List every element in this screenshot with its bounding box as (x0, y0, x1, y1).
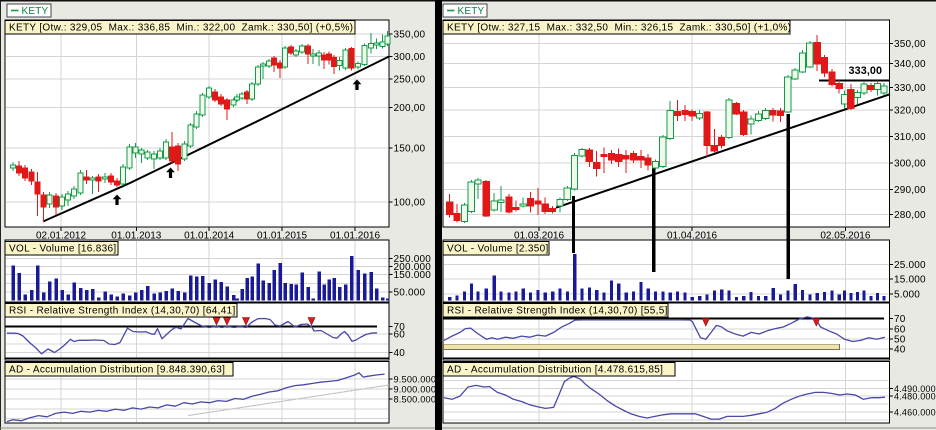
svg-text:RSI - Relative Strength Index: RSI - Relative Strength Index (14,30,70)… (9, 305, 236, 316)
svg-text:9.000.000: 9.000.000 (394, 384, 437, 394)
svg-text:01.01.2015: 01.01.2015 (257, 231, 307, 242)
svg-text:4.460.000: 4.460.000 (894, 408, 936, 418)
svg-text:25.000: 25.000 (894, 260, 926, 271)
svg-text:15.000: 15.000 (894, 274, 926, 285)
svg-text:200.000: 200.000 (394, 262, 432, 273)
svg-text:330,00: 330,00 (894, 83, 926, 94)
svg-text:300,00: 300,00 (394, 52, 426, 63)
svg-text:02.05.2016: 02.05.2016 (820, 231, 870, 242)
svg-text:250.000: 250.000 (394, 254, 432, 265)
svg-text:01.01.2013: 01.01.2013 (111, 231, 161, 242)
svg-text:VOL - Volume [2.350]: VOL - Volume [2.350] (447, 243, 549, 254)
svg-text:350,00: 350,00 (894, 39, 926, 50)
svg-text:4.490.000: 4.490.000 (894, 384, 936, 394)
svg-text:290,00: 290,00 (894, 185, 926, 196)
svg-text:KETY: KETY (458, 6, 485, 17)
svg-text:AD - Accumulation Distribution: AD - Accumulation Distribution [4.478.61… (447, 364, 663, 375)
svg-text:50: 50 (894, 335, 906, 346)
svg-text:AD - Accumulation Distribution: AD - Accumulation Distribution [9.848.39… (9, 364, 225, 375)
svg-text:250,00: 250,00 (394, 74, 426, 85)
svg-text:300,00: 300,00 (894, 159, 926, 170)
svg-text:70: 70 (894, 314, 906, 325)
svg-text:60: 60 (394, 330, 406, 341)
svg-text:50.000: 50.000 (394, 288, 426, 299)
svg-text:KETY [Otw.: 329,05 Max.: 336,: KETY [Otw.: 329,05 Max.: 336,85 Min.: 32… (9, 22, 353, 33)
svg-text:310,00: 310,00 (894, 132, 926, 143)
svg-text:8.500.000: 8.500.000 (394, 395, 437, 405)
svg-text:02.01.2012: 02.01.2012 (36, 231, 86, 242)
svg-text:350,00: 350,00 (394, 29, 426, 40)
svg-text:40: 40 (894, 345, 906, 356)
svg-text:KETY: KETY (22, 6, 49, 17)
svg-text:70: 70 (394, 322, 406, 333)
svg-text:340,00: 340,00 (894, 59, 926, 70)
svg-text:280,00: 280,00 (894, 210, 926, 221)
svg-text:150.000: 150.000 (394, 270, 432, 281)
svg-text:4.480.000: 4.480.000 (894, 392, 936, 402)
svg-text:5.000: 5.000 (894, 290, 920, 301)
svg-text:100,00: 100,00 (394, 197, 426, 208)
svg-text:60: 60 (894, 325, 906, 336)
svg-text:RSI - Relative Strength Index: RSI - Relative Strength Index (14,30,70)… (447, 305, 668, 316)
svg-text:333,00: 333,00 (849, 65, 883, 77)
svg-text:150,00: 150,00 (394, 144, 426, 155)
svg-text:KETY [Otw.: 327,15 Max.: 332,: KETY [Otw.: 327,15 Max.: 332,50 Min.: 32… (447, 22, 791, 33)
svg-text:01.03.2016: 01.03.2016 (514, 231, 564, 242)
svg-text:200,00: 200,00 (394, 103, 426, 114)
svg-text:01.01.2014: 01.01.2014 (184, 231, 234, 242)
svg-text:01.04.2016: 01.04.2016 (667, 231, 717, 242)
svg-text:VOL - Volume [16.836]: VOL - Volume [16.836] (9, 243, 117, 254)
svg-text:40: 40 (394, 348, 406, 359)
svg-text:01.01.2016: 01.01.2016 (330, 231, 380, 242)
svg-text:320,00: 320,00 (894, 106, 926, 117)
svg-text:9.500.000: 9.500.000 (394, 375, 437, 385)
